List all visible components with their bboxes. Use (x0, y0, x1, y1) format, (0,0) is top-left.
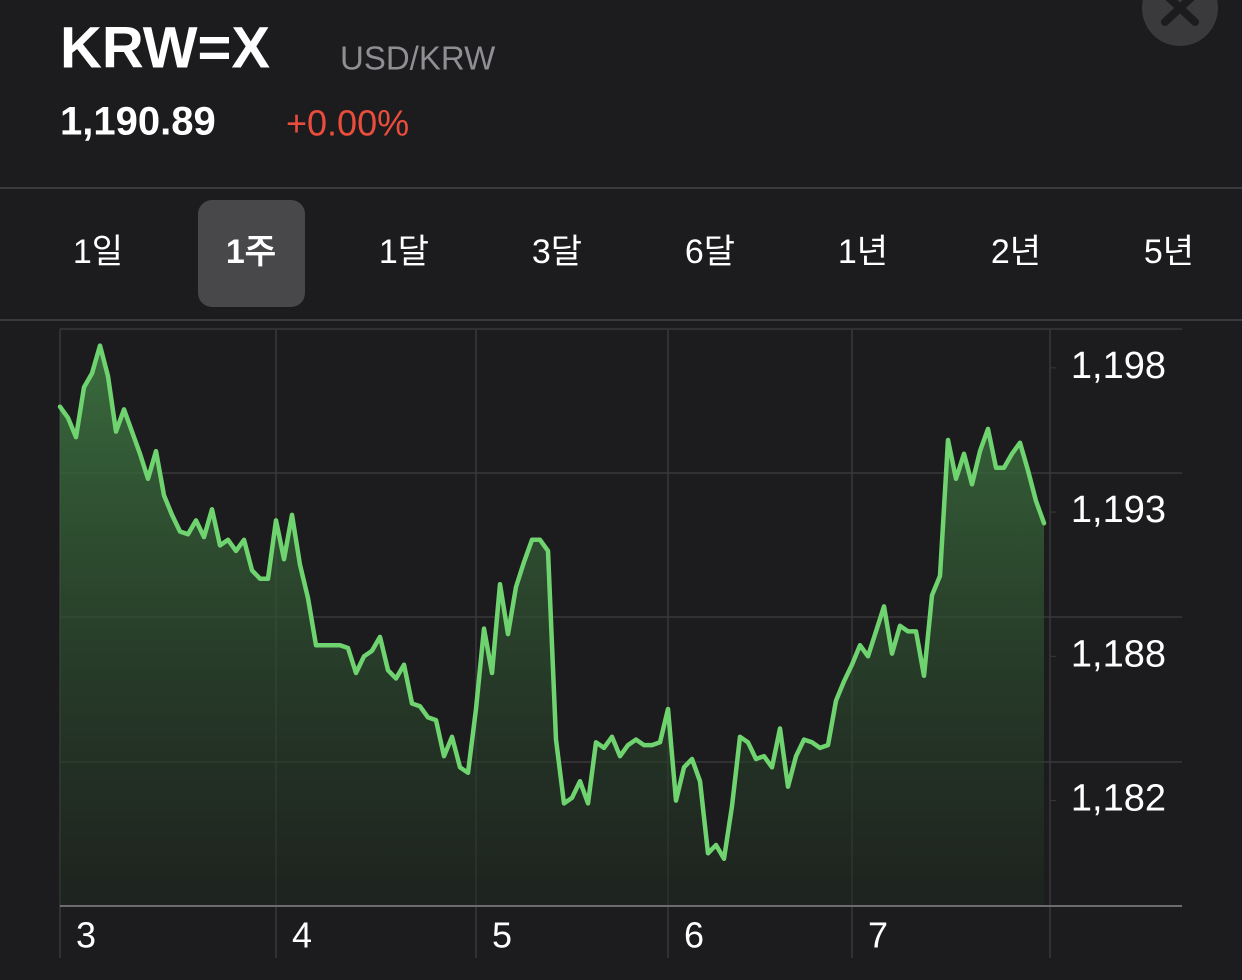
close-circle[interactable] (1142, 0, 1218, 46)
price-line (57, 343, 1047, 862)
close-icon[interactable] (1161, 0, 1199, 26)
x-tick-label: 4 (292, 915, 312, 956)
tab[interactable]: 1주 (226, 233, 276, 271)
y-tick-label: 1,193 (1071, 489, 1166, 531)
change: +0.00% (286, 103, 409, 144)
tab[interactable]: 2년 (991, 233, 1041, 271)
x-tick-label: 5 (492, 915, 512, 956)
y-tick-label: 1,182 (1071, 778, 1166, 820)
tab[interactable]: 6달 (685, 233, 735, 271)
tab[interactable]: 1년 (838, 233, 888, 271)
x-tick-label: 6 (684, 915, 704, 956)
tab[interactable]: 1달 (379, 233, 429, 271)
symbol: KRW=X (60, 15, 270, 80)
tab[interactable]: 5년 (1144, 233, 1194, 271)
tab[interactable]: 1일 (73, 233, 123, 271)
chart: 3 4 5 6 7 1,198 1,193 1,188 1,182 (57, 329, 1166, 958)
price: 1,190.89 (60, 100, 216, 144)
close-button[interactable] (1142, 0, 1218, 46)
pair-name: USD/KRW (340, 40, 496, 77)
y-tick-label: 1,198 (1071, 345, 1166, 387)
tab-bar: 1일 1주 1달 3달 6달 1년 2년 5년 (73, 200, 1194, 307)
area (60, 345, 1044, 907)
y-tick-label: 1,188 (1071, 633, 1166, 675)
x-tick-label: 7 (868, 915, 888, 956)
x-tick-label: 3 (76, 915, 96, 956)
tab-selected[interactable] (198, 200, 305, 307)
tab[interactable]: 3달 (532, 233, 582, 271)
